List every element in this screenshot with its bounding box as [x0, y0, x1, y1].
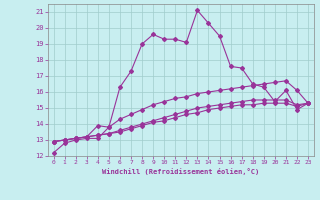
X-axis label: Windchill (Refroidissement éolien,°C): Windchill (Refroidissement éolien,°C): [102, 168, 260, 175]
